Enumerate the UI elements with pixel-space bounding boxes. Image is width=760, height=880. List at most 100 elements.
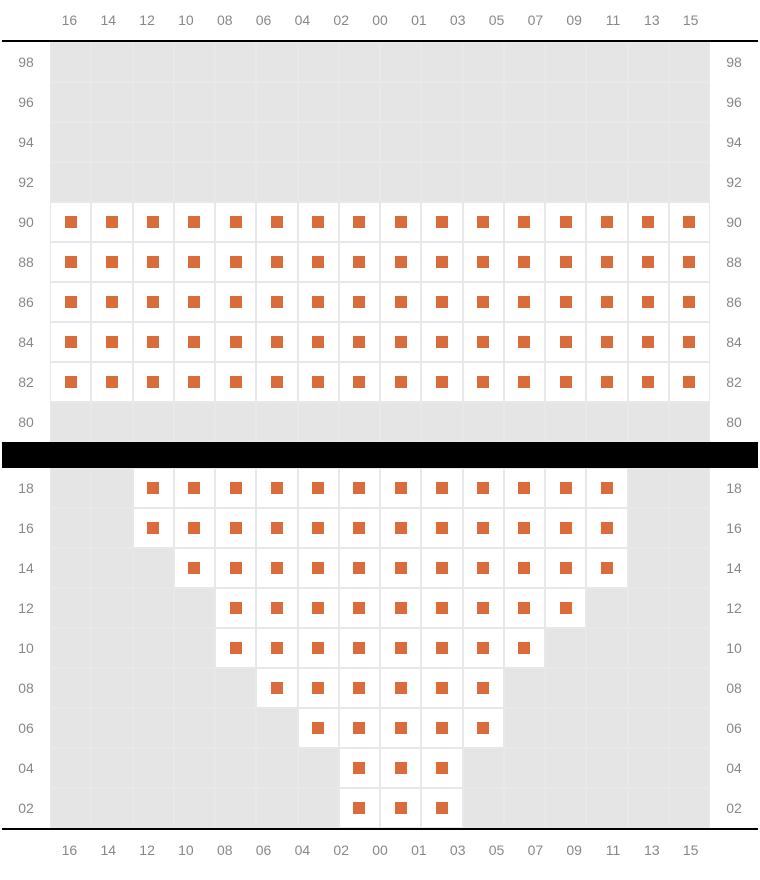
seat-cell[interactable]: [504, 588, 545, 628]
seat-cell[interactable]: [133, 202, 174, 242]
seat-cell[interactable]: [463, 508, 504, 548]
seat-cell[interactable]: [380, 468, 421, 508]
seat-cell[interactable]: [380, 362, 421, 402]
seat-cell[interactable]: [463, 668, 504, 708]
seat-cell[interactable]: [463, 362, 504, 402]
seat-cell[interactable]: [91, 242, 132, 282]
seat-cell[interactable]: [586, 242, 627, 282]
seat-cell[interactable]: [339, 708, 380, 748]
seat-cell[interactable]: [669, 202, 710, 242]
seat-cell[interactable]: [380, 628, 421, 668]
seat-cell[interactable]: [215, 282, 256, 322]
seat-cell[interactable]: [380, 548, 421, 588]
seat-cell[interactable]: [421, 788, 462, 828]
seat-cell[interactable]: [215, 628, 256, 668]
seat-cell[interactable]: [628, 322, 669, 362]
seat-cell[interactable]: [133, 282, 174, 322]
seat-cell[interactable]: [339, 628, 380, 668]
seat-cell[interactable]: [339, 242, 380, 282]
seat-cell[interactable]: [545, 468, 586, 508]
seat-cell[interactable]: [133, 468, 174, 508]
seat-cell[interactable]: [174, 322, 215, 362]
seat-cell[interactable]: [174, 242, 215, 282]
seat-cell[interactable]: [256, 668, 297, 708]
seat-cell[interactable]: [256, 242, 297, 282]
seat-cell[interactable]: [669, 362, 710, 402]
seat-cell[interactable]: [133, 322, 174, 362]
seat-cell[interactable]: [256, 628, 297, 668]
seat-cell[interactable]: [421, 628, 462, 668]
seat-cell[interactable]: [339, 322, 380, 362]
seat-cell[interactable]: [298, 548, 339, 588]
seat-cell[interactable]: [298, 668, 339, 708]
seat-cell[interactable]: [256, 362, 297, 402]
seat-cell[interactable]: [380, 708, 421, 748]
seat-cell[interactable]: [545, 282, 586, 322]
seat-cell[interactable]: [504, 282, 545, 322]
seat-cell[interactable]: [545, 242, 586, 282]
seat-cell[interactable]: [586, 322, 627, 362]
seat-cell[interactable]: [421, 282, 462, 322]
seat-cell[interactable]: [256, 548, 297, 588]
seat-cell[interactable]: [545, 202, 586, 242]
seat-cell[interactable]: [298, 362, 339, 402]
seat-cell[interactable]: [298, 202, 339, 242]
seat-cell[interactable]: [339, 468, 380, 508]
seat-cell[interactable]: [463, 548, 504, 588]
seat-cell[interactable]: [545, 362, 586, 402]
seat-cell[interactable]: [504, 628, 545, 668]
seat-cell[interactable]: [421, 748, 462, 788]
seat-cell[interactable]: [669, 242, 710, 282]
seat-cell[interactable]: [339, 668, 380, 708]
seat-cell[interactable]: [298, 242, 339, 282]
seat-cell[interactable]: [91, 322, 132, 362]
seat-cell[interactable]: [339, 202, 380, 242]
seat-cell[interactable]: [504, 508, 545, 548]
seat-cell[interactable]: [504, 548, 545, 588]
seat-cell[interactable]: [421, 668, 462, 708]
seat-cell[interactable]: [421, 508, 462, 548]
seat-cell[interactable]: [298, 282, 339, 322]
seat-cell[interactable]: [50, 202, 91, 242]
seat-cell[interactable]: [669, 322, 710, 362]
seat-cell[interactable]: [256, 202, 297, 242]
seat-cell[interactable]: [50, 362, 91, 402]
seat-cell[interactable]: [298, 508, 339, 548]
seat-cell[interactable]: [380, 748, 421, 788]
seat-cell[interactable]: [50, 282, 91, 322]
seat-cell[interactable]: [174, 202, 215, 242]
seat-cell[interactable]: [215, 202, 256, 242]
seat-cell[interactable]: [91, 282, 132, 322]
seat-cell[interactable]: [298, 468, 339, 508]
seat-cell[interactable]: [463, 202, 504, 242]
seat-cell[interactable]: [545, 508, 586, 548]
seat-cell[interactable]: [504, 468, 545, 508]
seat-cell[interactable]: [339, 508, 380, 548]
seat-cell[interactable]: [380, 588, 421, 628]
seat-cell[interactable]: [256, 508, 297, 548]
seat-cell[interactable]: [421, 202, 462, 242]
seat-cell[interactable]: [545, 322, 586, 362]
seat-cell[interactable]: [50, 322, 91, 362]
seat-cell[interactable]: [421, 468, 462, 508]
seat-cell[interactable]: [133, 242, 174, 282]
seat-cell[interactable]: [586, 508, 627, 548]
seat-cell[interactable]: [380, 282, 421, 322]
seat-cell[interactable]: [339, 788, 380, 828]
seat-cell[interactable]: [586, 282, 627, 322]
seat-cell[interactable]: [298, 588, 339, 628]
seat-cell[interactable]: [215, 242, 256, 282]
seat-cell[interactable]: [421, 362, 462, 402]
seat-cell[interactable]: [91, 362, 132, 402]
seat-cell[interactable]: [504, 322, 545, 362]
seat-cell[interactable]: [463, 322, 504, 362]
seat-cell[interactable]: [174, 508, 215, 548]
seat-cell[interactable]: [380, 202, 421, 242]
seat-cell[interactable]: [339, 588, 380, 628]
seat-cell[interactable]: [586, 202, 627, 242]
seat-cell[interactable]: [421, 322, 462, 362]
seat-cell[interactable]: [215, 322, 256, 362]
seat-cell[interactable]: [215, 508, 256, 548]
seat-cell[interactable]: [256, 468, 297, 508]
seat-cell[interactable]: [628, 242, 669, 282]
